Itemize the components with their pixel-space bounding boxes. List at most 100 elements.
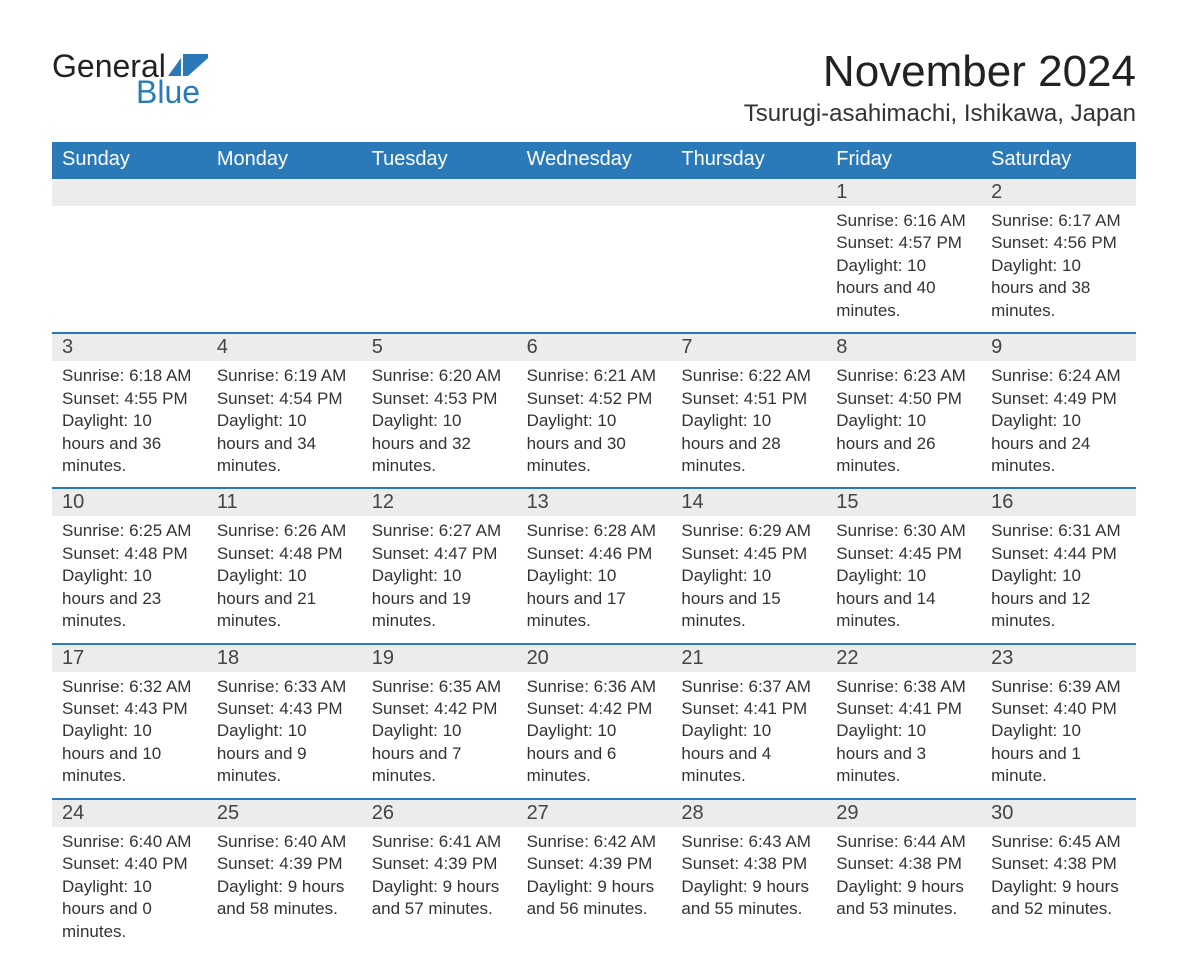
calendar-day-cell: 3Sunrise: 6:18 AMSunset: 4:55 PMDaylight…: [52, 334, 207, 487]
sunset-text: Sunset: 4:52 PM: [527, 388, 662, 410]
day-details: Sunrise: 6:18 AMSunset: 4:55 PMDaylight:…: [52, 361, 207, 477]
sunrise-text: Sunrise: 6:43 AM: [681, 831, 816, 853]
daylight-text: Daylight: 10 hours and 40 minutes.: [836, 255, 971, 322]
day-details: Sunrise: 6:23 AMSunset: 4:50 PMDaylight:…: [826, 361, 981, 477]
day-details: Sunrise: 6:40 AMSunset: 4:40 PMDaylight:…: [52, 827, 207, 943]
sunrise-text: Sunrise: 6:35 AM: [372, 676, 507, 698]
day-number: 5: [362, 334, 517, 361]
sunrise-text: Sunrise: 6:27 AM: [372, 520, 507, 542]
day-number: 16: [981, 489, 1136, 516]
location-subtitle: Tsurugi-asahimachi, Ishikawa, Japan: [744, 100, 1136, 128]
day-details: Sunrise: 6:27 AMSunset: 4:47 PMDaylight:…: [362, 516, 517, 632]
sunrise-text: Sunrise: 6:37 AM: [681, 676, 816, 698]
day-number: 17: [52, 645, 207, 672]
sunset-text: Sunset: 4:54 PM: [217, 388, 352, 410]
daylight-text: Daylight: 10 hours and 12 minutes.: [991, 565, 1126, 632]
sunset-text: Sunset: 4:55 PM: [62, 388, 197, 410]
daylight-text: Daylight: 10 hours and 9 minutes.: [217, 720, 352, 787]
day-details: Sunrise: 6:40 AMSunset: 4:39 PMDaylight:…: [207, 827, 362, 921]
sunrise-text: Sunrise: 6:17 AM: [991, 210, 1126, 232]
calendar-week: 24Sunrise: 6:40 AMSunset: 4:40 PMDayligh…: [52, 798, 1136, 953]
weekday-header-cell: Tuesday: [362, 142, 517, 179]
calendar-week: 3Sunrise: 6:18 AMSunset: 4:55 PMDaylight…: [52, 332, 1136, 487]
sunrise-text: Sunrise: 6:33 AM: [217, 676, 352, 698]
day-number: 4: [207, 334, 362, 361]
day-number: 12: [362, 489, 517, 516]
day-details: Sunrise: 6:30 AMSunset: 4:45 PMDaylight:…: [826, 516, 981, 632]
sunset-text: Sunset: 4:39 PM: [217, 853, 352, 875]
calendar-page: General Blue November 2024 Tsurugi-asahi…: [0, 0, 1188, 918]
daylight-text: Daylight: 10 hours and 34 minutes.: [217, 410, 352, 477]
calendar-day-cell: 19Sunrise: 6:35 AMSunset: 4:42 PMDayligh…: [362, 645, 517, 798]
day-details: Sunrise: 6:32 AMSunset: 4:43 PMDaylight:…: [52, 672, 207, 788]
daylight-text: Daylight: 10 hours and 26 minutes.: [836, 410, 971, 477]
calendar-grid: SundayMondayTuesdayWednesdayThursdayFrid…: [52, 142, 1136, 953]
sunset-text: Sunset: 4:48 PM: [217, 543, 352, 565]
weekday-header-cell: Wednesday: [517, 142, 672, 179]
day-details: Sunrise: 6:16 AMSunset: 4:57 PMDaylight:…: [826, 206, 981, 322]
calendar-week: 17Sunrise: 6:32 AMSunset: 4:43 PMDayligh…: [52, 643, 1136, 798]
sunset-text: Sunset: 4:41 PM: [836, 698, 971, 720]
daylight-text: Daylight: 10 hours and 3 minutes.: [836, 720, 971, 787]
sunset-text: Sunset: 4:42 PM: [372, 698, 507, 720]
day-details: Sunrise: 6:45 AMSunset: 4:38 PMDaylight:…: [981, 827, 1136, 921]
daylight-text: Daylight: 10 hours and 23 minutes.: [62, 565, 197, 632]
calendar-day-cell: 25Sunrise: 6:40 AMSunset: 4:39 PMDayligh…: [207, 800, 362, 953]
sunset-text: Sunset: 4:40 PM: [62, 853, 197, 875]
sunset-text: Sunset: 4:48 PM: [62, 543, 197, 565]
sunrise-text: Sunrise: 6:19 AM: [217, 365, 352, 387]
daylight-text: Daylight: 10 hours and 19 minutes.: [372, 565, 507, 632]
day-details: Sunrise: 6:42 AMSunset: 4:39 PMDaylight:…: [517, 827, 672, 921]
calendar-day-cell: .: [517, 179, 672, 332]
day-details: Sunrise: 6:31 AMSunset: 4:44 PMDaylight:…: [981, 516, 1136, 632]
weekday-header-cell: Saturday: [981, 142, 1136, 179]
day-details: Sunrise: 6:44 AMSunset: 4:38 PMDaylight:…: [826, 827, 981, 921]
month-title: November 2024: [744, 50, 1136, 94]
brand-word-2: Blue: [136, 76, 208, 108]
day-number: 28: [671, 800, 826, 827]
daylight-text: Daylight: 10 hours and 21 minutes.: [217, 565, 352, 632]
daylight-text: Daylight: 9 hours and 58 minutes.: [217, 876, 352, 921]
day-number: 21: [671, 645, 826, 672]
sunset-text: Sunset: 4:49 PM: [991, 388, 1126, 410]
daylight-text: Daylight: 10 hours and 0 minutes.: [62, 876, 197, 943]
sunset-text: Sunset: 4:41 PM: [681, 698, 816, 720]
sunset-text: Sunset: 4:57 PM: [836, 232, 971, 254]
weekday-header-cell: Monday: [207, 142, 362, 179]
day-number: 27: [517, 800, 672, 827]
daylight-text: Daylight: 10 hours and 14 minutes.: [836, 565, 971, 632]
calendar-day-cell: 2Sunrise: 6:17 AMSunset: 4:56 PMDaylight…: [981, 179, 1136, 332]
day-details: Sunrise: 6:20 AMSunset: 4:53 PMDaylight:…: [362, 361, 517, 477]
calendar-day-cell: 23Sunrise: 6:39 AMSunset: 4:40 PMDayligh…: [981, 645, 1136, 798]
sunrise-text: Sunrise: 6:39 AM: [991, 676, 1126, 698]
day-details: Sunrise: 6:22 AMSunset: 4:51 PMDaylight:…: [671, 361, 826, 477]
calendar-day-cell: 20Sunrise: 6:36 AMSunset: 4:42 PMDayligh…: [517, 645, 672, 798]
day-number: 22: [826, 645, 981, 672]
calendar-day-cell: 4 Sunrise: 6:19 AMSunset: 4:54 PMDaylight…: [207, 334, 362, 487]
header-row: General Blue November 2024 Tsurugi-asahi…: [52, 50, 1136, 128]
calendar-day-cell: 7Sunrise: 6:22 AMSunset: 4:51 PMDaylight…: [671, 334, 826, 487]
sunrise-text: Sunrise: 6:20 AM: [372, 365, 507, 387]
day-details: Sunrise: 6:43 AMSunset: 4:38 PMDaylight:…: [671, 827, 826, 921]
day-number: 9: [981, 334, 1136, 361]
day-number: 14: [671, 489, 826, 516]
day-number: .: [671, 179, 826, 206]
day-number: 13: [517, 489, 672, 516]
sunset-text: Sunset: 4:39 PM: [372, 853, 507, 875]
calendar-day-cell: 28Sunrise: 6:43 AMSunset: 4:38 PMDayligh…: [671, 800, 826, 953]
calendar-day-cell: 13Sunrise: 6:28 AMSunset: 4:46 PMDayligh…: [517, 489, 672, 642]
daylight-text: Daylight: 9 hours and 55 minutes.: [681, 876, 816, 921]
day-details: Sunrise: 6:25 AMSunset: 4:48 PMDaylight:…: [52, 516, 207, 632]
daylight-text: Daylight: 10 hours and 15 minutes.: [681, 565, 816, 632]
calendar-day-cell: .: [671, 179, 826, 332]
sunrise-text: Sunrise: 6:40 AM: [217, 831, 352, 853]
calendar-day-cell: 26Sunrise: 6:41 AMSunset: 4:39 PMDayligh…: [362, 800, 517, 953]
sunrise-text: Sunrise: 6:26 AM: [217, 520, 352, 542]
daylight-text: Daylight: 10 hours and 17 minutes.: [527, 565, 662, 632]
day-number: 10: [52, 489, 207, 516]
sunset-text: Sunset: 4:42 PM: [527, 698, 662, 720]
day-number: 15: [826, 489, 981, 516]
calendar-day-cell: .: [52, 179, 207, 332]
sunset-text: Sunset: 4:38 PM: [836, 853, 971, 875]
calendar-day-cell: 21Sunrise: 6:37 AMSunset: 4:41 PMDayligh…: [671, 645, 826, 798]
